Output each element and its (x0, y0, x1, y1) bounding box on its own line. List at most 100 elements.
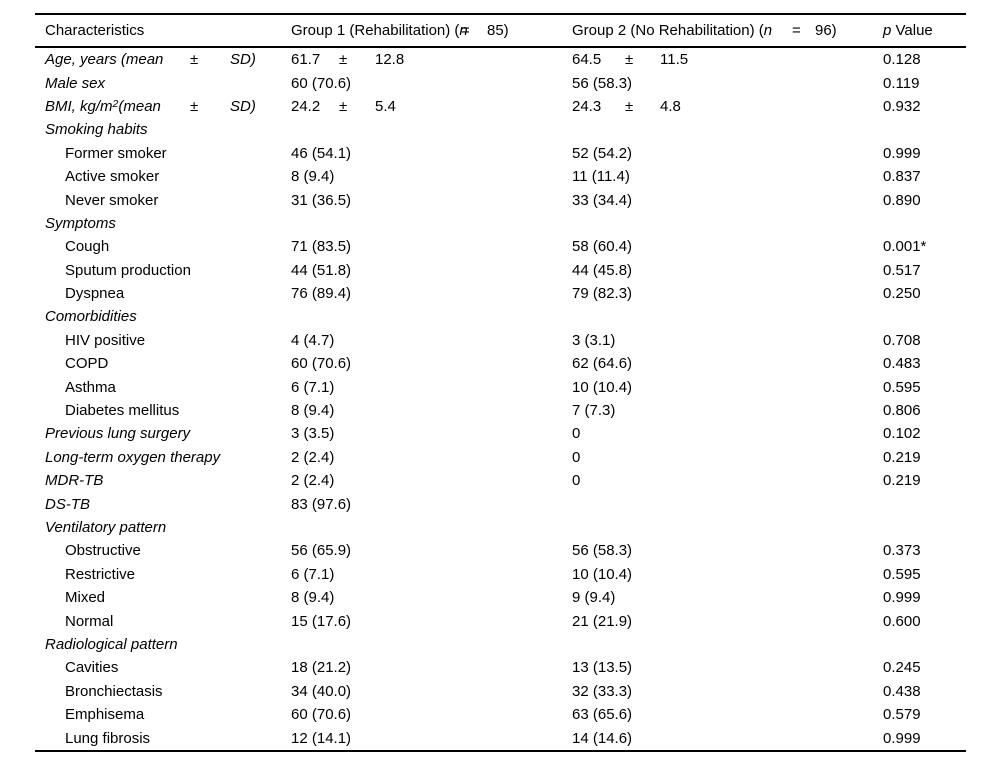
group1-value: 12 (14.1) (291, 729, 352, 747)
group1-header-text: Group 1 (Rehabilitation) (n (291, 22, 468, 39)
row-label: Age, years (mean ± SD) (45, 51, 256, 69)
row-label: Mixed (65, 589, 106, 607)
group2-value: 0 (572, 425, 581, 443)
row-label: Cavities (65, 659, 119, 677)
table-row: Comorbidities (35, 305, 966, 328)
table-row: Sputum production 44 (51.8) 44 (45.8) 0.517 (35, 259, 966, 282)
p-value: 0.999 (883, 589, 921, 607)
group2-value: 9 (9.4) (572, 589, 616, 607)
group1-value: 60 (70.6) (291, 74, 352, 92)
row-label: Long-term oxygen therapy (45, 448, 221, 466)
row-label: Ventilatory pattern (45, 519, 167, 536)
table-row: Normal 15 (17.6) 21 (21.9) 0.600 (35, 609, 966, 632)
group2-value: 13 (13.5) (572, 659, 633, 677)
group2-value: 7 (7.3) (572, 402, 616, 420)
group1-value: 31 (36.5) (291, 191, 352, 209)
group1-value: 46 (54.1) (291, 144, 352, 162)
group2-value: 3 (3.1) (572, 331, 616, 349)
group1-value: 71 (83.5) (291, 238, 352, 256)
group1-value: 2 (2.4) (291, 472, 335, 490)
row-label: Symptoms (45, 214, 116, 232)
p-value: 0.517 (883, 261, 921, 279)
group2-n-symbol: n (763, 22, 773, 39)
p-value: 0.373 (883, 542, 921, 560)
group1-n-symbol: n (459, 22, 468, 39)
row-label: Lung fibrosis (65, 729, 151, 747)
p-value: 0.806 (883, 402, 921, 420)
group2-count: 96) (815, 22, 837, 39)
p-value: 0.438 (883, 682, 921, 700)
group2-value: 64.5 ±11.5 (572, 51, 689, 69)
table-row: Mixed 8 (9.4) 9 (9.4) 0.999 (35, 586, 966, 609)
group2-value: 10 (10.4) (572, 565, 633, 583)
row-label: COPD (65, 355, 109, 373)
column-header-group2: Group 2 (No Rehabilitation) (n = 96) (572, 22, 883, 39)
table-row: Asthma 6 (7.1) 10 (10.4) 0.595 (35, 375, 966, 398)
table-row: Symptoms (35, 212, 966, 235)
group1-value: 60 (70.6) (291, 706, 352, 724)
group1-value: 18 (21.2) (291, 659, 352, 677)
group1-value: 56 (65.9) (291, 542, 352, 560)
group2-equals: = (792, 22, 801, 39)
row-label: Male sex (45, 74, 106, 92)
table-row: Ventilatory pattern (35, 516, 966, 539)
group1-value: 60 (70.6) (291, 355, 352, 373)
table-body: Age, years (mean ± SD) 61.7 ±12.8 64.5 ±11.5 0.… (35, 48, 966, 750)
table-row: Long-term oxygen therapy 2 (2.4) 0 0.219 (35, 446, 966, 469)
row-label: Emphisema (65, 706, 145, 724)
p-value: 0.219 (883, 472, 921, 490)
group1-value: 4 (4.7) (291, 331, 335, 349)
table-row: Male sex 60 (70.6) 56 (58.3) 0.119 (35, 71, 966, 94)
group1-value: 15 (17.6) (291, 612, 352, 630)
row-label: BMI, kg/m2(mean ± SD) (45, 97, 256, 115)
group2-value: 56 (58.3) (572, 74, 633, 92)
group1-value: 76 (89.4) (291, 285, 352, 303)
p-value: 0.837 (883, 168, 921, 186)
p-value: 0.595 (883, 378, 921, 396)
row-label: Diabetes mellitus (65, 402, 180, 420)
table-row: Never smoker 31 (36.5) 33 (34.4) 0.890 (35, 188, 966, 211)
p-value: 0.128 (883, 51, 921, 69)
group1-value: 3 (3.5) (291, 425, 335, 443)
table-row: Cough 71 (83.5) 58 (60.4) 0.001* (35, 235, 966, 258)
row-label: Cough (65, 238, 110, 256)
group2-value: 58 (60.4) (572, 238, 633, 256)
row-label: Never smoker (65, 191, 159, 209)
group2-value: 33 (34.4) (572, 191, 633, 209)
column-header-pvalue: p Value (883, 22, 966, 39)
group1-value: 8 (9.4) (291, 168, 335, 186)
p-value: 0.708 (883, 331, 921, 349)
group1-value: 6 (7.1) (291, 378, 335, 396)
p-value: 0.483 (883, 355, 921, 373)
group1-value: 83 (97.6) (291, 495, 352, 513)
column-header-characteristics: Characteristics (45, 22, 145, 39)
row-label: Former smoker (65, 144, 167, 162)
p-value-label: Value (895, 22, 933, 39)
table-row: Diabetes mellitus 8 (9.4) 7 (7.3) 0.806 (35, 399, 966, 422)
group2-value: 63 (65.6) (572, 706, 633, 724)
row-label: Comorbidities (45, 308, 137, 326)
row-label: Sputum production (65, 261, 191, 279)
group1-equals: = (461, 22, 470, 39)
p-value: 0.001* (883, 238, 927, 256)
row-label: DS-TB (45, 495, 90, 513)
row-label: Obstructive (65, 542, 141, 560)
table-row: Former smoker 46 (54.1) 52 (54.2) 0.999 (35, 142, 966, 165)
p-value: 0.600 (883, 612, 921, 630)
group2-value: 62 (64.6) (572, 355, 633, 373)
table-row: Obstructive 56 (65.9) 56 (58.3) 0.373 (35, 539, 966, 562)
row-label: Restrictive (65, 565, 136, 583)
row-label: HIV positive (65, 331, 146, 349)
table-row: MDR-TB 2 (2.4) 0 0.219 (35, 469, 966, 492)
table-row: Radiological pattern (35, 633, 966, 656)
group1-value: 34 (40.0) (291, 682, 352, 700)
table-header-row: Characteristics Group 1 (Rehabilitation)… (35, 15, 966, 48)
group1-value: 6 (7.1) (291, 565, 335, 583)
p-value: 0.102 (883, 425, 921, 443)
group2-value: 56 (58.3) (572, 542, 633, 560)
row-label: Asthma (65, 378, 116, 396)
row-label: Normal (65, 612, 114, 630)
p-value: 0.219 (883, 448, 921, 466)
group2-value: 14 (14.6) (572, 729, 633, 747)
group2-value: 10 (10.4) (572, 378, 633, 396)
